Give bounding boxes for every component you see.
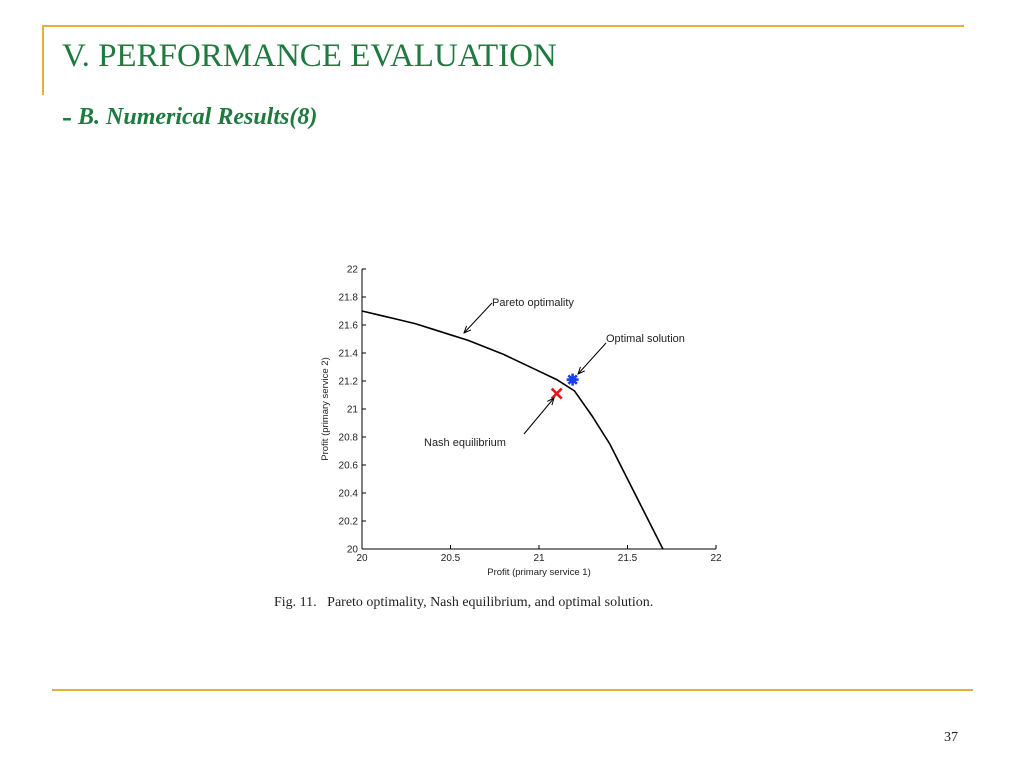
left-rule	[42, 25, 44, 95]
y-tick-label: 21.8	[339, 293, 359, 304]
chart-axes	[361, 269, 716, 550]
chart-ticks: 20 20.5 21 21.5 22 20 20.2 20.4 20.6 20.8 21 21.2 21…	[339, 265, 722, 565]
annotation-label: Nash equilibrium	[424, 437, 506, 449]
top-rule	[42, 25, 964, 27]
marker-stroke	[567, 374, 578, 385]
annotation-arrow	[464, 302, 493, 333]
y-tick-label: 20.8	[339, 433, 359, 444]
x-tick-label: 20	[356, 553, 368, 564]
chart-markers	[550, 373, 579, 400]
page-number: 37	[944, 730, 958, 745]
pareto-curve	[361, 310, 664, 550]
y-axis-label: Profit (primary service 2)	[320, 357, 331, 460]
annotation-label: Pareto optimality	[492, 297, 574, 309]
annotation-arrow	[578, 342, 607, 374]
nash-equilibrium-marker	[550, 387, 563, 400]
x-tick-label: 22	[710, 553, 722, 564]
y-tick-label: 20.2	[339, 517, 359, 528]
x-tick-label: 21	[533, 553, 545, 564]
bottom-rule	[52, 689, 973, 691]
subtitle-text: B. Numerical Results(8)	[78, 104, 318, 130]
x-tick-label: 21.5	[618, 553, 638, 564]
y-tick-label: 22	[347, 265, 359, 276]
y-tick-label: 20	[347, 545, 359, 556]
marker-stroke	[550, 387, 563, 400]
slide-subtitle: - B. Numerical Results(8)	[62, 100, 317, 134]
chart-lines	[361, 310, 664, 550]
optimal-solution-marker	[566, 373, 579, 386]
x-tick-label: 20.5	[441, 553, 461, 564]
annotation-arrow	[523, 398, 554, 435]
y-tick-label: 21.4	[339, 349, 359, 360]
slide-title: V. PERFORMANCE EVALUATION	[62, 38, 557, 74]
x-axis-label: Profit (primary service 1)	[487, 567, 590, 578]
y-tick-label: 20.6	[339, 461, 359, 472]
y-tick-label: 21.6	[339, 321, 359, 332]
y-tick-label: 21.2	[339, 377, 359, 388]
subtitle-dash: -	[62, 100, 72, 133]
annotation-label: Optimal solution	[606, 333, 685, 345]
y-tick-label: 21	[347, 405, 359, 416]
y-tick-label: 20.4	[339, 489, 359, 500]
figure-caption: Fig. 11. Pareto optimality, Nash equilib…	[274, 595, 653, 610]
chart-annotations: Pareto optimality Optimal solution Nash eq…	[424, 297, 685, 449]
